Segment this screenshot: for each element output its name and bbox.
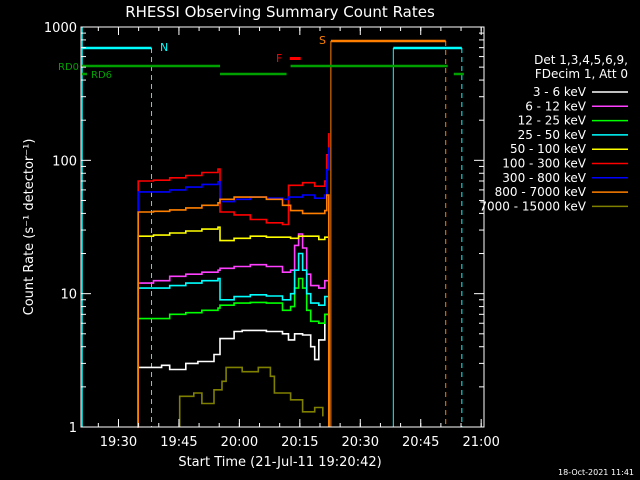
- chart-title: RHESSI Observing Summary Count Rates: [125, 3, 435, 21]
- legend-entry-label: 100 - 300 keV: [502, 157, 586, 171]
- legend-entry-label: 800 - 7000 keV: [495, 185, 587, 199]
- state-label-f: F: [276, 52, 282, 65]
- x-tick-label: 19:30: [100, 435, 137, 450]
- legend-entry-label: 300 - 800 keV: [502, 171, 586, 185]
- state-label-rd6: RD6: [91, 70, 112, 81]
- series-layer: [137, 133, 330, 428]
- y-tick-label: 100: [52, 154, 77, 169]
- state-labels: N RD0 RD6 F S: [58, 34, 326, 81]
- series-line-4: [137, 252, 330, 428]
- x-tick-label: 20:45: [402, 435, 439, 450]
- x-tick-label: 21:00: [462, 435, 499, 450]
- state-label-s: S: [319, 34, 326, 47]
- series-line-9: [178, 366, 324, 427]
- legend-entry-label: 6 - 12 keV: [525, 99, 587, 113]
- legend-entry-label: 25 - 50 keV: [518, 128, 587, 142]
- series-line-3: [137, 277, 330, 428]
- plot-frame: [80, 26, 485, 428]
- series-line-5: [137, 226, 330, 428]
- y-axis: 1 10 100 1000: [44, 21, 484, 436]
- legend-entry-label: 50 - 100 keV: [510, 142, 587, 156]
- x-tick-label: 20:15: [281, 435, 318, 450]
- x-axis-label: Start Time (21-Jul-11 19:20:42): [178, 455, 381, 470]
- y-tick-label: 1000: [44, 21, 77, 36]
- y-tick-label: 1: [69, 421, 77, 436]
- y-tick-label: 10: [60, 288, 77, 303]
- legend-entry-label: 12 - 25 keV: [518, 114, 587, 128]
- legend-header-1: Det 1,3,4,5,6,9,: [534, 53, 628, 67]
- x-tick-label: 20:00: [221, 435, 258, 450]
- x-axis: 19:30 19:45 20:00 20:15 20:30 20:45 21:00: [97, 27, 500, 450]
- y-axis-label: Count Rate (s⁻¹ detector⁻¹): [22, 139, 37, 316]
- series-line-1: [137, 313, 330, 428]
- legend-entry-label: 7000 - 15000 keV: [479, 199, 586, 213]
- state-label-rd0: RD0: [58, 62, 79, 73]
- series-line-2: [137, 233, 330, 428]
- series-line-8: [137, 194, 330, 428]
- series-line-7: [137, 147, 330, 428]
- x-tick-label: 19:45: [160, 435, 197, 450]
- legend-entry-label: 3 - 6 keV: [533, 85, 587, 99]
- x-tick-label: 20:30: [342, 435, 379, 450]
- legend-header-2: FDecim 1, Att 0: [535, 67, 628, 81]
- series-line-6: [137, 133, 330, 428]
- legend: Det 1,3,4,5,6,9, FDecim 1, Att 0 3 - 6 k…: [479, 53, 628, 213]
- state-bands: [81, 27, 464, 427]
- footer-date: 18-Oct-2021 11:41: [558, 468, 634, 477]
- state-label-n: N: [160, 41, 168, 54]
